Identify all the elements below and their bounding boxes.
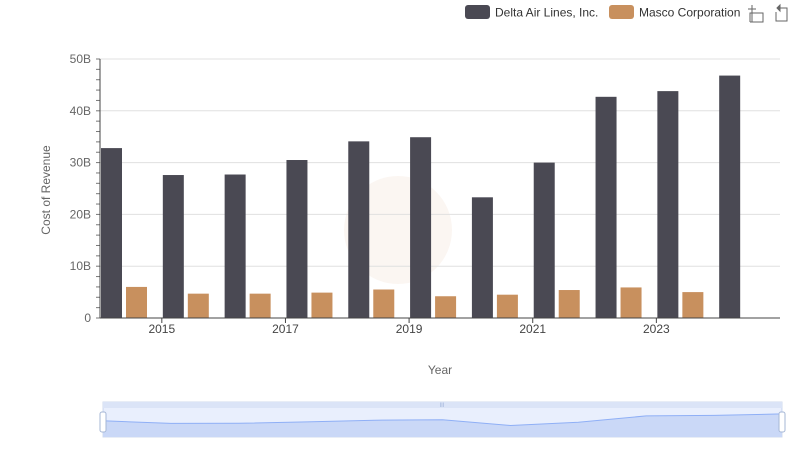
bar-delta-2023 [657,91,679,318]
datazoom-left-handle[interactable] [99,411,107,433]
bar-delta-2024 [719,75,741,319]
bar-delta-2015 [162,175,184,318]
bar-masco-2020 [496,294,518,318]
restore-icon[interactable] [775,3,788,22]
bar-layer [101,75,741,319]
bar-masco-2022 [620,287,642,318]
legend: Delta Air Lines, Inc. Masco Corporation [465,5,740,20]
bar-masco-2021 [558,290,580,318]
bar-masco-2018 [373,289,395,318]
bar-delta-2016 [224,174,246,318]
x-tick-label: 2015 [148,322,175,336]
x-tick-label: 2019 [396,322,423,336]
legend-item-delta[interactable]: Delta Air Lines, Inc. [465,5,598,20]
datazoom-slider[interactable]: III [99,401,786,438]
axis-layer: 0 10B 20B 30B 40B 50B 2015 2017 2019 2021 2023 [70,52,780,336]
bar-delta-2017 [286,160,308,318]
legend-swatch-delta [465,5,490,19]
legend-swatch-masco [609,5,634,19]
bar-delta-2020 [471,197,493,318]
bar-masco-2017 [311,292,333,318]
bar-delta-2021 [533,162,555,318]
legend-label-masco: Masco Corporation [639,6,740,20]
y-tick-label: 0 [84,311,91,325]
bar-masco-2014 [126,286,147,318]
datazoom-preview-line [102,413,783,427]
bar-masco-2016 [249,293,271,318]
y-tick-label: 30B [70,156,91,170]
y-tick-label: 50B [70,52,91,66]
x-tick-label: 2017 [272,322,299,336]
legend-label-delta: Delta Air Lines, Inc. [495,6,598,20]
y-axis-title: Cost of Revenue [39,145,53,235]
y-tick-label: 40B [70,104,91,118]
y-tick-label: 10B [70,259,91,273]
bar-masco-2023 [682,292,704,318]
x-tick-label: 2023 [643,322,670,336]
bar-masco-2015 [187,293,209,318]
bar-delta-2018 [348,141,370,318]
datazoom-top-bar[interactable] [103,402,782,408]
datazoom-preview-area [103,413,782,437]
datazoom-right-handle[interactable] [778,411,786,433]
bar-delta-2019 [410,137,432,318]
x-axis-title: Year [428,363,452,377]
zoom-box-icon[interactable] [748,5,764,23]
datazoom-drag-handle[interactable]: III [439,403,444,409]
bar-masco-2019 [435,296,457,318]
legend-item-masco[interactable]: Masco Corporation [609,5,740,20]
bar-delta-2014 [101,148,122,318]
y-tick-label: 20B [70,207,91,221]
bar-delta-2022 [595,96,617,319]
x-tick-label: 2021 [519,322,546,336]
